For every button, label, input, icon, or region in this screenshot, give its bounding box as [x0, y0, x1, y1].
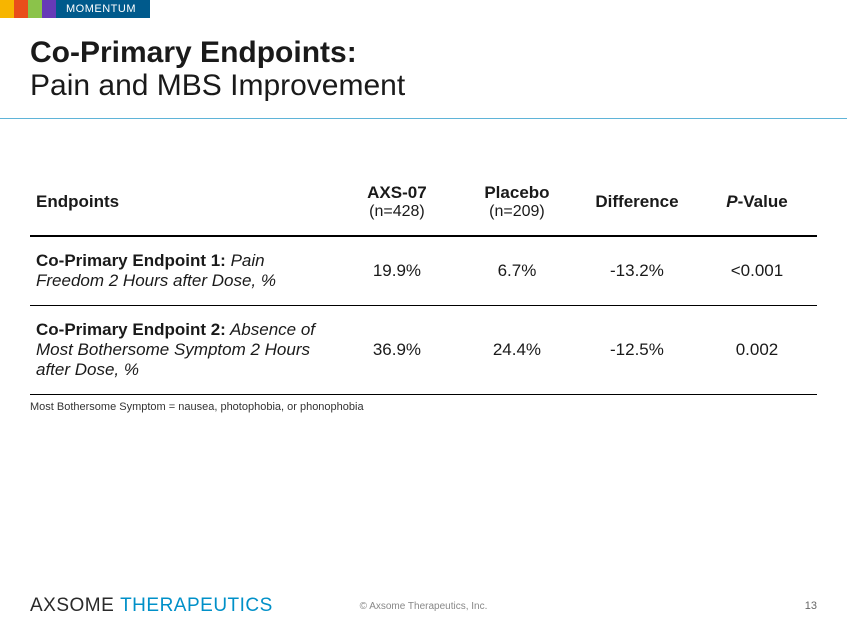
table-header-row: Endpoints AXS-07 (n=428) Placebo (n=209)… — [30, 169, 817, 236]
endpoints-table: Endpoints AXS-07 (n=428) Placebo (n=209)… — [30, 169, 817, 395]
col-header-placebo: Placebo (n=209) — [457, 169, 577, 236]
cell-pvalue: 0.002 — [697, 305, 817, 394]
pvalue-rest: -Value — [738, 192, 788, 211]
cell-placebo: 24.4% — [457, 305, 577, 394]
copyright-text: © Axsome Therapeutics, Inc. — [360, 601, 488, 612]
endpoint-label: Co-Primary Endpoint 2: Absence of Most B… — [30, 305, 337, 394]
cell-difference: -13.2% — [577, 236, 697, 306]
footer: AXSOME THERAPEUTICS © Axsome Therapeutic… — [0, 595, 847, 617]
pvalue-italic-p: P — [726, 192, 737, 211]
cell-axs07: 36.9% — [337, 305, 457, 394]
col-header-axs07-main: AXS-07 — [367, 183, 427, 202]
footnote: Most Bothersome Symptom = nausea, photop… — [0, 395, 847, 413]
endpoint-label-bold: Co-Primary Endpoint 1: — [36, 251, 226, 270]
col-header-endpoints: Endpoints — [30, 169, 337, 236]
title-light: Pain and MBS Improvement — [30, 69, 817, 104]
col-header-difference: Difference — [577, 169, 697, 236]
strip-seg-2 — [28, 0, 42, 18]
endpoint-label: Co-Primary Endpoint 1: Pain Freedom 2 Ho… — [30, 236, 337, 306]
cell-placebo: 6.7% — [457, 236, 577, 306]
table-row: Co-Primary Endpoint 2: Absence of Most B… — [30, 305, 817, 394]
col-header-placebo-main: Placebo — [484, 183, 549, 202]
endpoint-label-bold: Co-Primary Endpoint 2: — [36, 320, 226, 339]
col-header-axs07-sub: (n=428) — [343, 203, 451, 221]
page-number: 13 — [805, 600, 817, 612]
col-header-pvalue: P-Value — [697, 169, 817, 236]
logo-part-a: AXSOME — [30, 595, 120, 616]
title-block: Co-Primary Endpoints: Pain and MBS Impro… — [0, 18, 847, 112]
strip-seg-1 — [14, 0, 28, 18]
cell-pvalue: <0.001 — [697, 236, 817, 306]
logo-part-b: THERAPEUTICS — [120, 595, 273, 616]
endpoints-table-wrap: Endpoints AXS-07 (n=428) Placebo (n=209)… — [0, 119, 847, 395]
table-row: Co-Primary Endpoint 1: Pain Freedom 2 Ho… — [30, 236, 817, 306]
cell-difference: -12.5% — [577, 305, 697, 394]
company-logo: AXSOME THERAPEUTICS — [30, 595, 273, 617]
section-badge: MOMENTUM — [56, 0, 150, 18]
strip-seg-0 — [0, 0, 14, 18]
cell-axs07: 19.9% — [337, 236, 457, 306]
col-header-placebo-sub: (n=209) — [463, 203, 571, 221]
top-color-strip: MOMENTUM — [0, 0, 847, 18]
col-header-axs07: AXS-07 (n=428) — [337, 169, 457, 236]
title-bold: Co-Primary Endpoints: — [30, 36, 817, 69]
strip-seg-3 — [42, 0, 56, 18]
